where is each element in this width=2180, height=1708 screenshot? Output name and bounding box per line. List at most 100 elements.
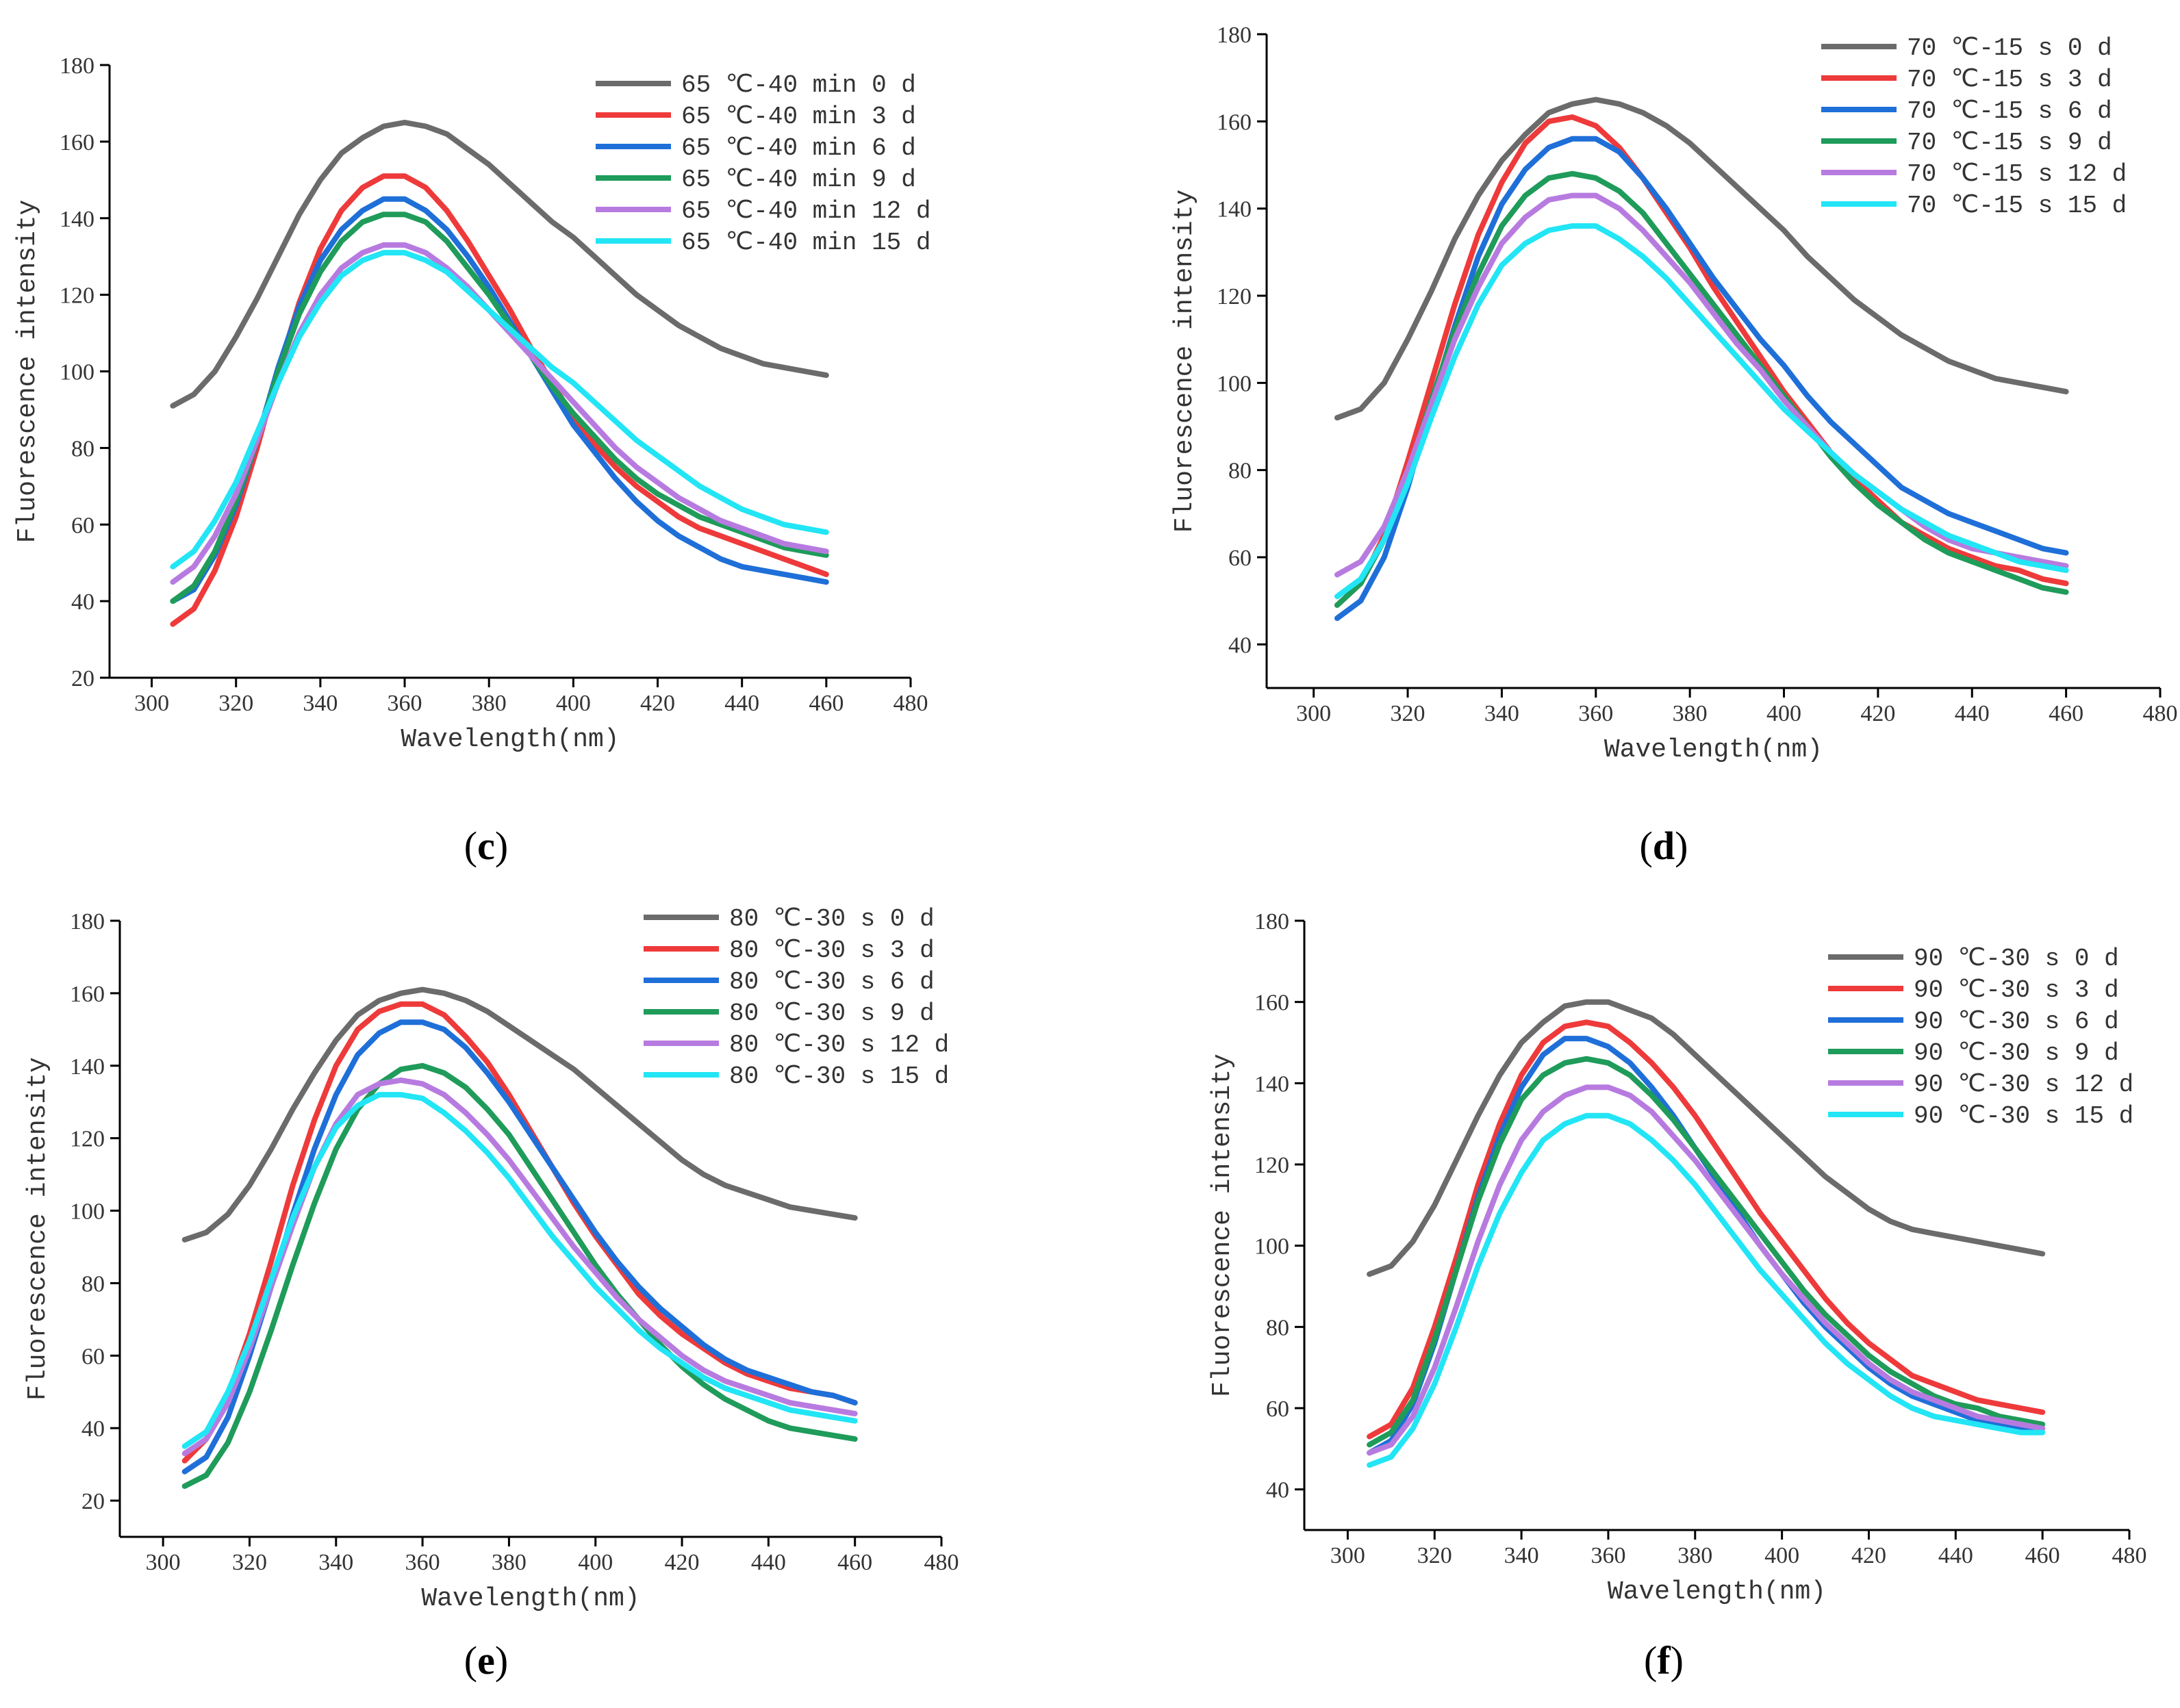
x-tick-label: 380	[1673, 701, 1708, 726]
legend-label: 80 ℃-30 s 3 d	[729, 936, 935, 965]
legend-label: 90 ℃-30 s 9 d	[1914, 1039, 2119, 1067]
series-line-2	[1367, 1036, 2046, 1456]
y-tick-label: 140	[1254, 1071, 1289, 1097]
y-tick-label: 120	[1217, 284, 1252, 309]
x-axis-title: Wavelength(nm)	[421, 1584, 639, 1614]
chart-panel-f: 300 320 340 360 380 400 420 440 460 480 40 60 80 100 1…	[1208, 909, 2147, 1683]
series-line-1	[1334, 114, 2069, 608]
series-line-3	[1334, 170, 2069, 608]
chart-panel-c: 300 320 340 360 380 400 420 440 460 480 20 40 60 80 10…	[13, 53, 930, 868]
x-tick-label: 420	[1860, 701, 1895, 726]
x-tick-label: 380	[472, 691, 507, 716]
y-tick-label: 160	[70, 982, 105, 1007]
x-tick-label: 480	[893, 691, 928, 716]
x-tick-label: 460	[2025, 1543, 2060, 1568]
y-axis-title: Fluorescence intensity	[23, 1057, 53, 1401]
legend-label: 70 ℃-15 s 15 d	[1907, 192, 2127, 220]
chart-panel-e: 300 320 340 360 380 400 420 440 460 480 20 40 60 80 10…	[23, 905, 959, 1683]
y-tick-label: 120	[70, 1127, 105, 1152]
y-tick-label: 120	[60, 283, 94, 309]
x-tick-label: 420	[1851, 1543, 1886, 1568]
y-tick-label: 80	[1228, 459, 1252, 484]
y-tick-label: 80	[71, 436, 94, 461]
x-axis-title: Wavelength(nm)	[401, 725, 619, 754]
legend-label: 90 ℃-30 s 12 d	[1914, 1071, 2133, 1099]
panel-caption: (e)	[464, 1638, 508, 1683]
y-tick-label: 100	[60, 360, 94, 385]
y-tick-label: 160	[1254, 991, 1289, 1016]
y-tick-label: 100	[1217, 371, 1252, 396]
y-tick-label: 80	[1266, 1315, 1289, 1340]
legend-label: 80 ℃-30 s 15 d	[729, 1062, 949, 1091]
legend-label: 70 ℃-15 s 6 d	[1907, 97, 2112, 125]
legend-label: 65 ℃-40 min 3 d	[681, 103, 916, 131]
series-line-1	[181, 1001, 858, 1464]
y-tick-label: 100	[1254, 1234, 1289, 1260]
legend-label: 90 ℃-30 s 15 d	[1914, 1102, 2133, 1130]
x-tick-label: 440	[724, 691, 759, 716]
legend-label: 65 ℃-40 min 9 d	[681, 166, 916, 194]
y-tick-label: 20	[81, 1489, 105, 1514]
x-tick-label: 300	[134, 691, 169, 716]
y-tick-label: 80	[81, 1271, 105, 1297]
legend-label: 90 ℃-30 s 0 d	[1914, 945, 2119, 973]
y-tick-label: 120	[1254, 1153, 1289, 1178]
x-tick-label: 400	[1766, 701, 1801, 726]
y-tick-label: 180	[60, 53, 94, 79]
series-line-0	[170, 119, 829, 409]
y-tick-label: 140	[60, 207, 94, 232]
legend-label: 65 ℃-40 min 6 d	[681, 134, 916, 162]
legend-label: 65 ℃-40 min 12 d	[681, 197, 930, 225]
series-line-1	[1367, 1019, 2046, 1440]
legend-label: 70 ℃-15 s 9 d	[1907, 129, 2112, 157]
y-tick-label: 180	[1254, 909, 1289, 934]
legend-label: 90 ℃-30 s 6 d	[1914, 1008, 2119, 1036]
x-tick-label: 320	[1391, 701, 1425, 726]
legend-label: 70 ℃-15 s 3 d	[1907, 66, 2112, 94]
legend-label: 70 ℃-15 s 12 d	[1907, 160, 2127, 188]
x-tick-label: 440	[1955, 701, 1990, 726]
x-tick-label: 360	[388, 691, 422, 716]
x-tick-label: 480	[2143, 701, 2178, 726]
x-tick-label: 480	[924, 1550, 959, 1575]
x-tick-label: 360	[1590, 1543, 1625, 1568]
x-tick-label: 340	[1504, 1543, 1539, 1568]
x-axis-title: Wavelength(nm)	[1604, 735, 1823, 765]
x-tick-label: 440	[1938, 1543, 1973, 1568]
x-tick-label: 420	[640, 691, 675, 716]
series-line-0	[1367, 999, 2046, 1277]
y-tick-label: 160	[1217, 110, 1252, 135]
legend-label: 80 ℃-30 s 0 d	[729, 905, 935, 933]
series-line-0	[1334, 97, 2069, 421]
y-tick-label: 180	[70, 909, 105, 934]
x-tick-label: 440	[751, 1550, 786, 1575]
series-line-3	[1367, 1056, 2046, 1448]
y-tick-label: 60	[71, 513, 94, 538]
y-tick-label: 20	[71, 666, 94, 691]
panel-caption: (d)	[1640, 824, 1688, 868]
series-line-0	[181, 986, 858, 1242]
x-tick-label: 320	[1417, 1543, 1452, 1568]
y-axis-title: Fluorescence intensity	[1170, 190, 1200, 533]
y-tick-label: 60	[1266, 1397, 1289, 1422]
y-tick-label: 100	[70, 1199, 105, 1225]
x-tick-label: 460	[2049, 701, 2083, 726]
y-tick-label: 160	[60, 130, 94, 155]
x-tick-label: 480	[2112, 1543, 2147, 1568]
x-tick-label: 300	[1330, 1543, 1365, 1568]
y-tick-label: 60	[81, 1344, 105, 1369]
legend-label: 90 ℃-30 s 3 d	[1914, 976, 2119, 1004]
series-line-5	[1334, 223, 2069, 600]
x-tick-label: 300	[1296, 701, 1331, 726]
legend-label: 80 ℃-30 s 9 d	[729, 999, 935, 1028]
legend-label: 80 ℃-30 s 6 d	[729, 968, 935, 996]
x-tick-label: 400	[578, 1550, 613, 1575]
series-line-4	[1367, 1084, 2046, 1456]
x-tick-label: 460	[809, 691, 844, 716]
series-line-3	[170, 212, 829, 604]
y-tick-label: 40	[1228, 633, 1252, 658]
legend-label: 80 ℃-30 s 12 d	[729, 1031, 949, 1059]
y-tick-label: 180	[1217, 23, 1252, 48]
x-tick-label: 320	[218, 691, 253, 716]
